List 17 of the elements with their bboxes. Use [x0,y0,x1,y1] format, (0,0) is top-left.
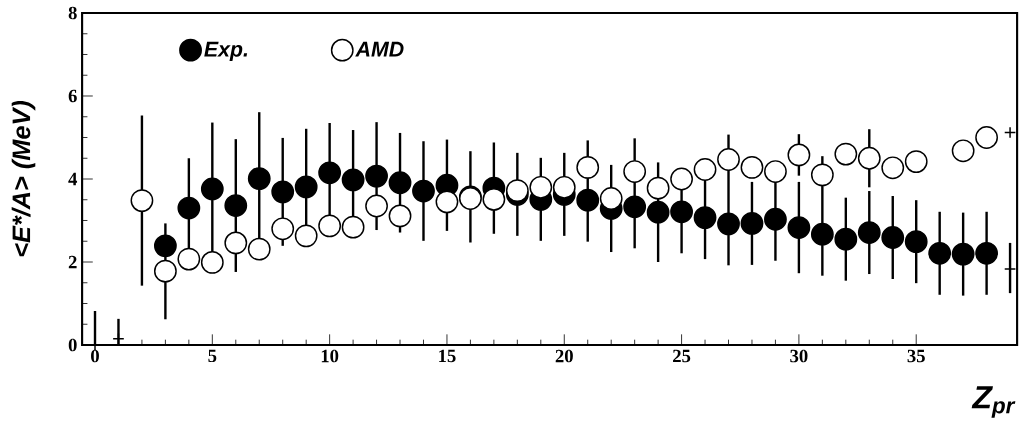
x-axis-title: Z$_{pr}$ [971,386,1016,418]
x-tick-label: 30 [790,349,808,363]
legend-label: Exp. [204,41,248,61]
x-tick-label: 20 [555,349,573,363]
x-tick-label: 10 [321,349,339,363]
x-tick-label: 0 [91,349,99,363]
x-tick-label: 25 [673,349,691,363]
y-tick-label: 0 [68,338,77,352]
x-tick-label: 15 [439,349,456,363]
y-tick-label: 4 [68,172,78,186]
y-tick-label: 8 [68,6,77,20]
x-tick-label: 5 [208,349,217,363]
y-axis-title: <E*/A> (MeV) [11,100,36,257]
x-tick-label: 35 [907,349,925,363]
legend-label: AMD [355,41,404,57]
y-tick-label: 2 [68,255,77,269]
y-tick-label: 6 [68,89,77,103]
